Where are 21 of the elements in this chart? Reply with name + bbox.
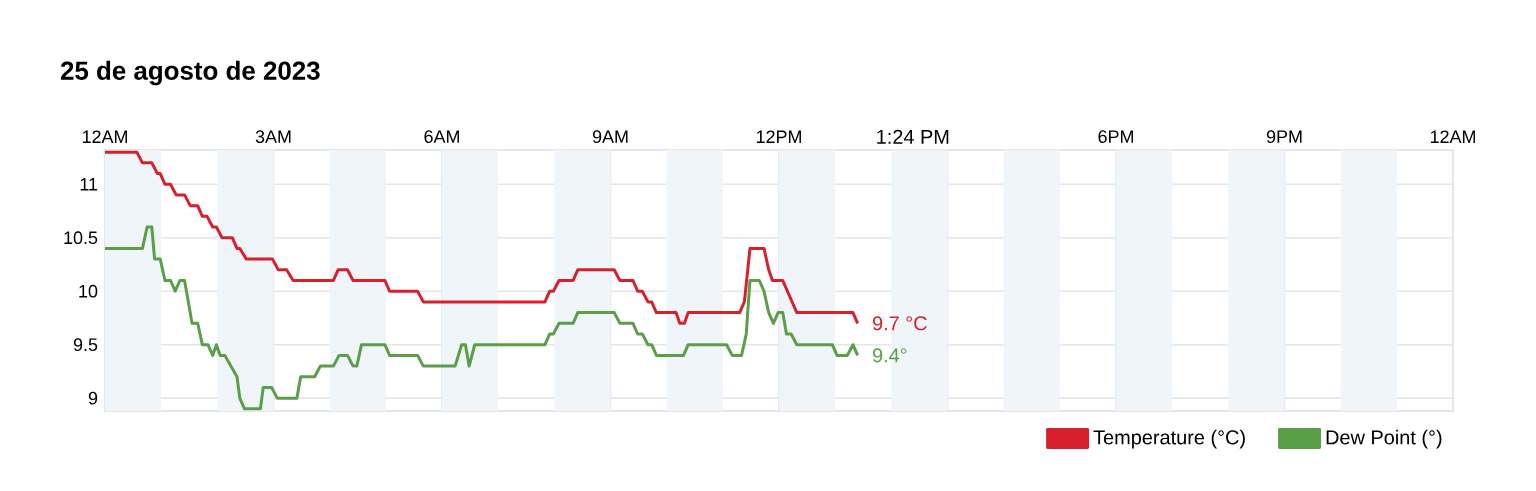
line-series [103, 150, 860, 325]
text: 1:24 PM [877, 129, 949, 144]
y-tick-label: 11 [80, 178, 98, 191]
y-tick-label: 9.5 [73, 338, 98, 352]
x-tick-label: 9PM [1266, 130, 1302, 143]
x-tick-label: 6PM [1098, 130, 1133, 143]
line-series [103, 225, 860, 411]
annotation: 9.4° [872, 348, 907, 363]
y-tick-label: 10 [79, 284, 98, 298]
x-tick-label: 6AM [424, 130, 459, 143]
annotation: 9.7 °C [872, 316, 927, 331]
x-tick-label: 12AM [82, 130, 127, 143]
y-tick-label: 9 [88, 391, 98, 405]
x-tick-label: 12PM [756, 130, 801, 143]
legend-label: Temperature (°C) [1093, 429, 1245, 449]
x-tick-label: 3AM [255, 130, 291, 143]
x-tick-label: 9AM [592, 130, 628, 143]
x-tick-label: 12AM [1430, 130, 1475, 143]
legend-label: Dew Point (°) [1326, 429, 1442, 449]
y-tick-label: 10.5 [64, 231, 98, 245]
chart-title: 25 de agosto de 2023 [60, 60, 320, 86]
